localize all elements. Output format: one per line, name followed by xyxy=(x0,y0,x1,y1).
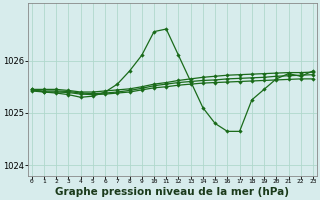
X-axis label: Graphe pression niveau de la mer (hPa): Graphe pression niveau de la mer (hPa) xyxy=(55,187,289,197)
